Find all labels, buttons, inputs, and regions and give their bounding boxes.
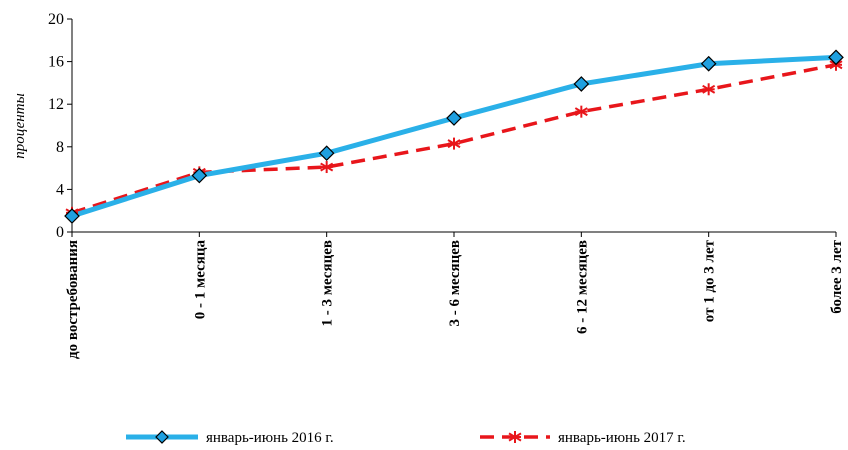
axes: [67, 18, 837, 237]
y-axis-label: проценты: [12, 93, 28, 158]
data-point-marker: [64, 208, 80, 224]
series-group: [64, 49, 844, 224]
y-tick-label: 16: [48, 54, 64, 71]
data-point-marker: [447, 137, 461, 150]
data-point-marker: [446, 110, 462, 126]
data-point-marker: [318, 145, 335, 162]
legend: январь-июнь 2016 г. январь-июнь 2017 г.: [126, 430, 686, 446]
y-tick-label: 0: [56, 224, 64, 241]
data-point-marker: [574, 105, 588, 118]
x-category-label: 1 - 3 месяцев: [320, 240, 336, 326]
y-tick-label: 20: [48, 11, 64, 28]
x-category-label: 0 - 1 месяца: [192, 239, 208, 319]
x-category-label: 3 - 6 месяцев: [447, 240, 463, 326]
x-category-label: более 3 лет: [829, 239, 845, 313]
legend-asterisk-marker: [508, 431, 522, 443]
data-point-marker: [700, 55, 717, 72]
y-tick-label: 4: [56, 181, 64, 198]
y-tick-labels: 0 4 8 12 16 20: [48, 11, 64, 241]
series-line-0: [71, 54, 837, 219]
data-point-marker: [320, 161, 334, 174]
data-point-marker: [191, 167, 208, 184]
x-category-labels: до востребования 0 - 1 месяца 1 - 3 месяце…: [65, 239, 845, 359]
data-point-marker: [573, 76, 590, 92]
x-category-label: от 1 до 3 лет: [702, 239, 718, 322]
legend-label: январь-июнь 2017 г.: [558, 430, 686, 446]
x-category-label: до востребования: [65, 240, 81, 359]
legend-label: январь-июнь 2016 г.: [206, 430, 334, 446]
x-category-label: 6 - 12 месяцев: [574, 240, 590, 334]
y-tick-label: 8: [56, 139, 64, 156]
legend-diamond-marker: [155, 430, 169, 444]
y-tick-label: 12: [48, 96, 64, 113]
data-point-marker: [828, 49, 844, 66]
data-point-marker: [702, 83, 716, 96]
